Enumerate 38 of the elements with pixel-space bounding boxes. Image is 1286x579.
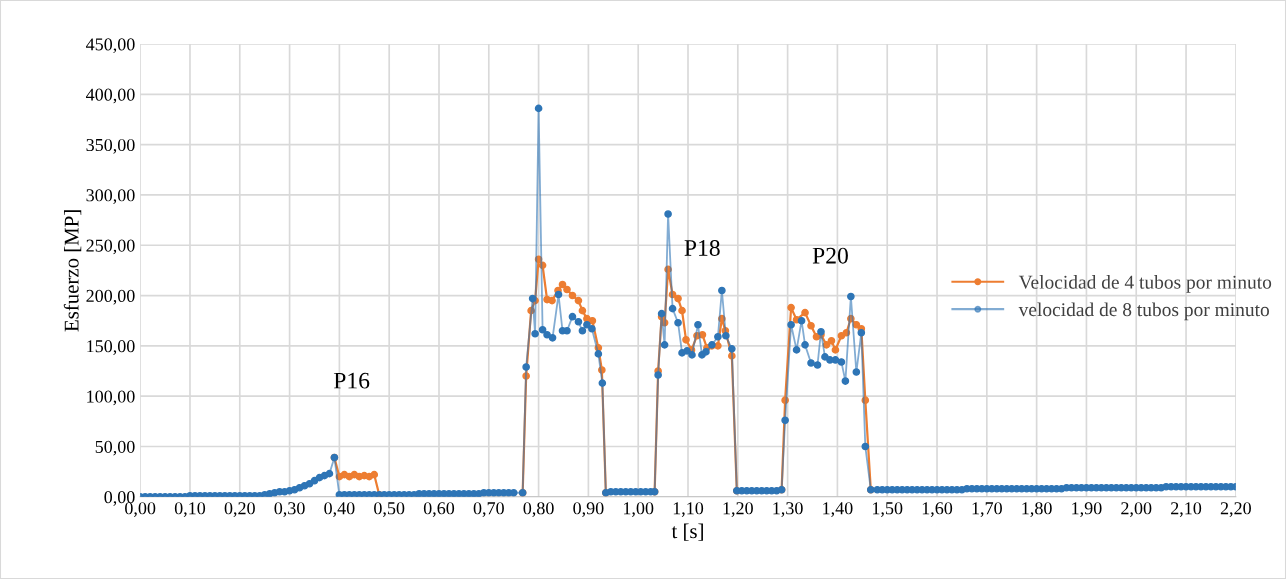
y-tick-label: 250,00 <box>86 239 135 255</box>
x-tick-label: 0,70 <box>473 502 504 517</box>
x-tick-label: 1,00 <box>624 502 654 517</box>
y-tick-label: 150,00 <box>87 340 135 355</box>
x-axis-title: t [s] <box>671 523 703 541</box>
x-tick-label: 1,30 <box>773 502 803 517</box>
x-tick-label: 1,40 <box>823 502 853 517</box>
x-tick-label: 1,20 <box>723 502 753 517</box>
y-axis-title: Esfuerzo [MP] <box>63 210 82 332</box>
y-tick-label: 50,00 <box>95 440 135 456</box>
x-tick-label: 0,60 <box>423 502 455 517</box>
x-tick-label: 1,80 <box>1022 502 1052 517</box>
x-tick-label: 1,60 <box>922 502 953 517</box>
x-tick-label: 0,20 <box>224 502 255 517</box>
annotation: P16 <box>333 372 370 389</box>
annotation: P20 <box>812 247 848 264</box>
x-tick-label: 0,30 <box>274 502 305 517</box>
x-tick-label: 2,00 <box>1121 502 1152 517</box>
x-tick-label: 0,40 <box>324 502 355 517</box>
y-tick-label: 450,00 <box>86 38 135 54</box>
annotation: P18 <box>684 239 720 256</box>
x-tick-label: 1,10 <box>673 502 704 517</box>
x-tick-label: 1,50 <box>873 502 903 517</box>
x-tick-label: 0,80 <box>523 502 554 517</box>
y-tick-label: 350,00 <box>86 138 135 154</box>
x-tick-label: 1,70 <box>972 502 1002 517</box>
legend-label: velocidad de 8 tubos por minuto <box>1018 302 1269 321</box>
y-tick-label: 200,00 <box>86 289 135 305</box>
y-tick-label: 300,00 <box>86 189 135 204</box>
x-tick-label: 0,10 <box>174 502 206 517</box>
legend-label: Velocidad de 4 tubos por minuto <box>1018 275 1272 293</box>
x-tick-label: 0,50 <box>374 502 405 517</box>
x-tick-label: 2,10 <box>1171 502 1202 517</box>
y-tick-label: 400,00 <box>86 88 135 104</box>
x-tick-label: 0,90 <box>573 502 604 517</box>
x-tick-label: 2,20 <box>1220 502 1251 517</box>
y-tick-label: 100,00 <box>87 390 135 406</box>
x-tick-label: 1,90 <box>1072 502 1102 517</box>
